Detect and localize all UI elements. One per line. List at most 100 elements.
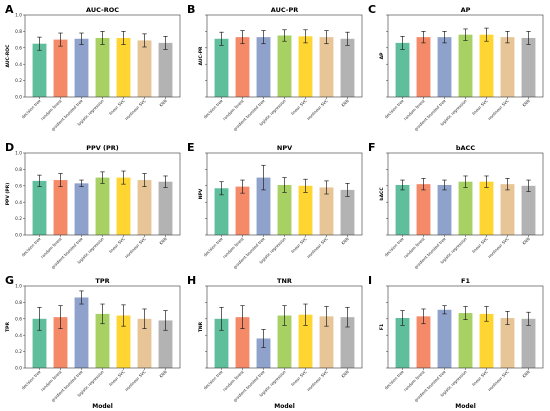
y-tick-label: 0.2 [15, 349, 22, 355]
bar [32, 180, 47, 235]
x-tick-label: KNN [521, 98, 531, 108]
x-tick-label: nonlinear SVC [487, 236, 510, 259]
y-tick-label: 1.0 [15, 284, 22, 290]
bar [416, 37, 431, 97]
x-tick-label: linear SVC [108, 98, 126, 116]
bar [32, 318, 47, 368]
x-tick-label: linear SVC [471, 236, 489, 254]
bar [500, 317, 515, 368]
bar [32, 43, 47, 97]
panel-title: TNR [277, 277, 292, 285]
bar [256, 37, 271, 97]
bar [340, 189, 355, 235]
panel-letter: A [5, 3, 14, 16]
y-tick-label: 1.0 [15, 151, 22, 157]
bar [74, 38, 89, 97]
panel-letter: B [187, 3, 195, 16]
x-tick-label: KNN [340, 369, 350, 379]
axes-frame [24, 152, 181, 236]
panel-title: F1 [461, 277, 470, 285]
axes-frame [24, 285, 181, 369]
y-tick-label: 0.6 [15, 316, 22, 322]
bar [437, 37, 452, 97]
y-axis-label: AP [379, 52, 385, 59]
bar [500, 37, 515, 97]
bar [319, 37, 334, 97]
x-tick-label: KNN [158, 236, 168, 246]
bar [116, 315, 131, 368]
x-tick-label: linear SVC [471, 369, 489, 387]
x-tick-label: KNN [340, 98, 350, 108]
panel-letter: G [5, 274, 14, 287]
x-tick-label: decision tree [383, 236, 405, 258]
bar [395, 42, 410, 97]
x-tick-label: KNN [521, 369, 531, 379]
x-tick-label: KNN [340, 236, 350, 246]
bar [479, 313, 494, 368]
y-tick-label: 0.2 [15, 216, 22, 222]
panel-d: D PPV (PR) PPV (PR) 0.0 0.2 0.4 0.6 0.8 1.0 decis… [5, 141, 181, 270]
bar [395, 317, 410, 368]
x-tick-label: decision tree [202, 369, 224, 391]
panel-letter: F [368, 141, 376, 154]
y-tick-label: 0.8 [15, 167, 22, 173]
bar [277, 315, 292, 368]
bar [74, 183, 89, 235]
y-axis-label: NPV [198, 188, 204, 199]
bar [437, 309, 452, 368]
axes-frame [24, 14, 181, 98]
axes-frame [387, 14, 544, 98]
y-axis-label: PPV (PR) [5, 183, 11, 206]
bar [235, 186, 250, 235]
bar [95, 177, 110, 235]
x-tick-label: KNN [158, 369, 168, 379]
bar [256, 338, 271, 368]
x-tick-label: decision tree [20, 236, 42, 258]
bar [458, 181, 473, 235]
bar [53, 39, 68, 97]
axes-frame [387, 152, 544, 236]
panel-letter: I [368, 274, 372, 287]
y-tick-label: 0.8 [15, 300, 22, 306]
y-tick-label: 0.0 [15, 95, 22, 101]
axes-frame [206, 152, 363, 236]
bar [395, 184, 410, 235]
x-tick-label: linear SVC [290, 98, 308, 116]
panel-letter: C [368, 3, 376, 16]
bar [298, 314, 313, 368]
bar [277, 35, 292, 97]
bar [158, 181, 173, 235]
bar [500, 184, 515, 235]
x-tick-label: decision tree [383, 98, 405, 120]
panel-title: NPV [277, 144, 292, 152]
x-tick-label: decision tree [20, 98, 42, 120]
bar [319, 187, 334, 235]
x-tick-label: nonlinear SVC [306, 98, 329, 121]
panel-title: AUC-ROC [86, 6, 119, 14]
bar [340, 317, 355, 368]
x-tick-label: linear SVC [108, 236, 126, 254]
panel-a: A AUC-ROC AUC-ROC 0.0 0.2 0.4 0.6 0.8 1.0 decisio… [5, 3, 181, 132]
panel-letter: D [5, 141, 14, 154]
bar [437, 184, 452, 235]
panel-title: AP [461, 6, 471, 14]
x-tick-label: decision tree [383, 369, 405, 391]
bar [137, 40, 152, 97]
y-tick-label: 0.2 [15, 78, 22, 84]
bar [235, 37, 250, 97]
bar [298, 36, 313, 97]
x-tick-label: linear SVC [108, 369, 126, 387]
x-tick-label: KNN [158, 98, 168, 108]
x-tick-label: nonlinear SVC [487, 98, 510, 121]
panel-title: TPR [95, 277, 109, 285]
bar [214, 38, 229, 97]
x-tick-label: nonlinear SVC [124, 98, 147, 121]
bar [53, 180, 68, 235]
x-tick-label: KNN [521, 236, 531, 246]
